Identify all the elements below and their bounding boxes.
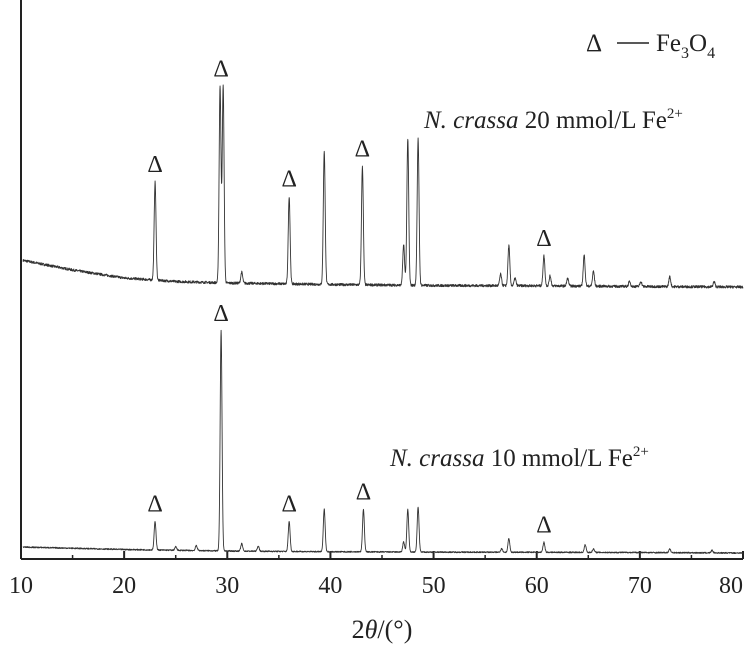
fe3o4-peak-marker: Δ [281,491,296,517]
x-tick-label: 50 [422,573,446,599]
fe3o4-peak-marker: Δ [213,301,228,327]
series-label-10mmol: N. crassa 10 mmol/L Fe2+ [389,444,649,472]
fe3o4-peak-marker: Δ [147,491,162,517]
x-tick-label: 70 [628,573,652,599]
fe3o4-peak-marker: Δ [281,166,296,192]
x-tick-label: 80 [719,573,743,599]
x-tick-label: 10 [9,573,33,599]
x-tick-label: 30 [215,573,239,599]
fe3o4-peak-marker: Δ [536,512,551,538]
fe3o4-peak-marker: Δ [147,152,162,178]
x-tick-label: 20 [112,573,136,599]
plot-area [22,84,744,555]
x-tick-label: 40 [318,573,342,599]
series-line-10mmol [22,329,744,555]
legend: Δ Fe3O4 [586,30,715,62]
fe3o4-markers: Δ Δ Δ Δ Δ Δ Δ Δ Δ Δ [147,56,551,538]
fe3o4-peak-marker: Δ [355,136,370,162]
axes: 10 20 30 40 50 60 70 80 [9,0,744,599]
series-line-20mmol [22,84,744,289]
legend-label: Fe3O4 [656,30,715,62]
fe3o4-peak-marker: Δ [536,226,551,252]
fe3o4-peak-marker: Δ [213,56,228,82]
series-label-20mmol: N. crassa 20 mmol/L Fe2+ [423,106,683,134]
fe3o4-peak-marker: Δ [356,479,371,505]
x-axis-label: 2θ/(°) [352,615,413,644]
x-tick-label: 60 [525,573,549,599]
legend-symbol: Δ [586,30,602,57]
